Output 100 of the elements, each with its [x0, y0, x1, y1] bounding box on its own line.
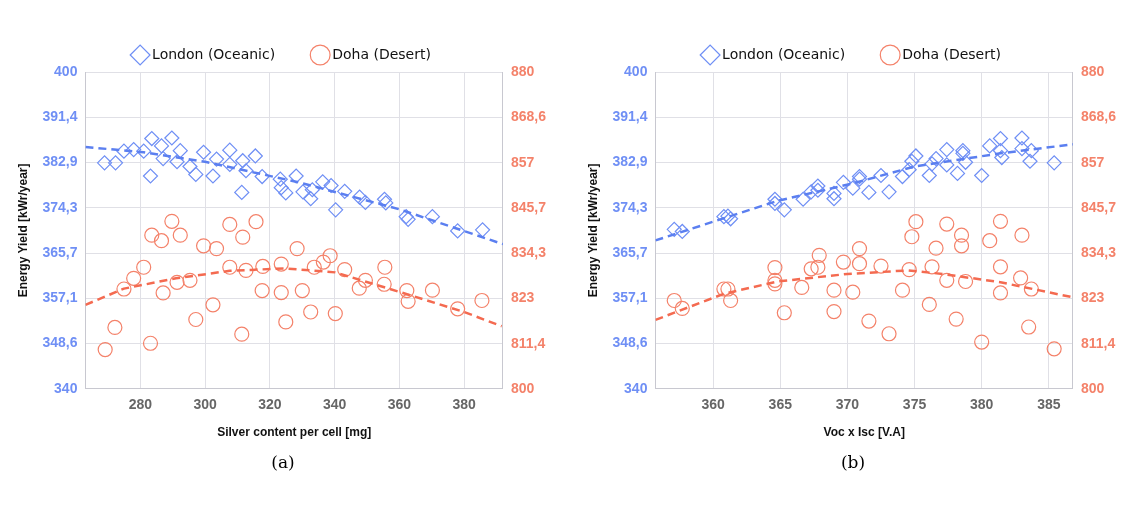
y-tick-label: 365,7	[42, 243, 78, 260]
point	[904, 229, 920, 245]
point	[153, 138, 170, 154]
y2-tick-label: 811,4	[510, 334, 546, 351]
point	[126, 270, 142, 286]
point	[273, 256, 289, 272]
point	[826, 185, 842, 202]
point	[169, 274, 185, 290]
point	[126, 142, 142, 158]
point	[921, 167, 937, 184]
y-tick-label: 357,1	[612, 289, 648, 306]
point	[666, 292, 682, 309]
y-tick-label: 391,4	[612, 108, 648, 125]
y2-tick-label: 834,3	[510, 243, 547, 260]
point	[164, 213, 180, 229]
y-tick-label: 382,9	[612, 153, 648, 170]
legend-label: Doha (Desert)	[902, 45, 1001, 62]
point	[474, 292, 490, 309]
point	[1014, 140, 1030, 157]
point	[904, 153, 920, 169]
point	[322, 248, 338, 264]
point	[826, 282, 842, 298]
point	[939, 142, 955, 158]
y-tick-label: 391,4	[42, 108, 78, 125]
point	[182, 272, 198, 288]
point	[845, 180, 861, 196]
point	[208, 241, 225, 257]
point	[222, 142, 238, 158]
point	[723, 292, 739, 309]
point	[238, 262, 254, 278]
point	[992, 130, 1009, 147]
y2-tick-label: 857	[510, 153, 535, 170]
point	[1021, 319, 1037, 335]
y-tick-label: 382,9	[42, 153, 78, 170]
point	[136, 143, 152, 159]
point	[182, 158, 198, 175]
point	[810, 178, 826, 194]
point	[953, 238, 970, 254]
point	[144, 227, 160, 243]
y2-tick-label: 823	[1080, 288, 1105, 305]
point	[327, 305, 343, 322]
y2-tick-label: 845,7	[510, 198, 547, 215]
legend-label: London (Oceanic)	[152, 45, 276, 62]
point	[351, 189, 368, 205]
point	[924, 259, 940, 275]
x-tick-label: 380	[969, 396, 994, 413]
point	[826, 303, 842, 320]
point	[424, 282, 441, 298]
point	[826, 191, 842, 207]
y2-tick-label: 868,6	[510, 108, 547, 124]
point	[776, 305, 792, 321]
point	[208, 151, 225, 167]
y-tick-label: 374,3	[612, 198, 648, 215]
point	[767, 276, 783, 292]
point	[873, 167, 889, 184]
point	[716, 281, 732, 297]
y2-tick-label: 800	[1080, 379, 1105, 396]
point	[107, 319, 123, 336]
point	[142, 335, 159, 351]
point	[195, 238, 212, 254]
point	[306, 259, 322, 275]
point	[992, 143, 1009, 159]
point	[948, 311, 964, 327]
x-tick-label: 380	[452, 396, 477, 413]
text: (b)	[839, 452, 867, 472]
point	[851, 256, 868, 272]
y2-tick-label: 880	[510, 62, 535, 79]
point	[921, 296, 937, 313]
point	[674, 300, 690, 317]
x-tick-label: 280	[128, 396, 153, 413]
point	[155, 150, 171, 167]
point	[107, 155, 124, 171]
point	[924, 156, 940, 172]
y-tick-label: 400	[624, 62, 648, 79]
point	[720, 281, 736, 297]
point	[235, 229, 251, 245]
point	[295, 184, 311, 200]
point	[1013, 270, 1029, 286]
x-tick-label: 370	[835, 396, 860, 413]
point	[188, 311, 204, 328]
point	[273, 284, 289, 301]
y-tick-label: 348,6	[612, 334, 648, 351]
point	[957, 273, 974, 290]
legend-label: London (Oceanic)	[722, 45, 846, 62]
point	[376, 276, 392, 292]
point	[272, 171, 288, 187]
point	[939, 272, 955, 288]
point	[288, 168, 304, 184]
x-tick-label: 385	[1037, 396, 1061, 413]
point	[795, 191, 811, 207]
point	[1023, 281, 1039, 297]
point	[172, 143, 188, 159]
point	[767, 260, 783, 276]
point	[894, 282, 911, 298]
y-tick-label: 340	[54, 379, 78, 396]
point	[974, 167, 990, 184]
point	[289, 241, 305, 257]
point	[939, 216, 955, 232]
point	[205, 297, 221, 313]
point	[949, 165, 966, 181]
